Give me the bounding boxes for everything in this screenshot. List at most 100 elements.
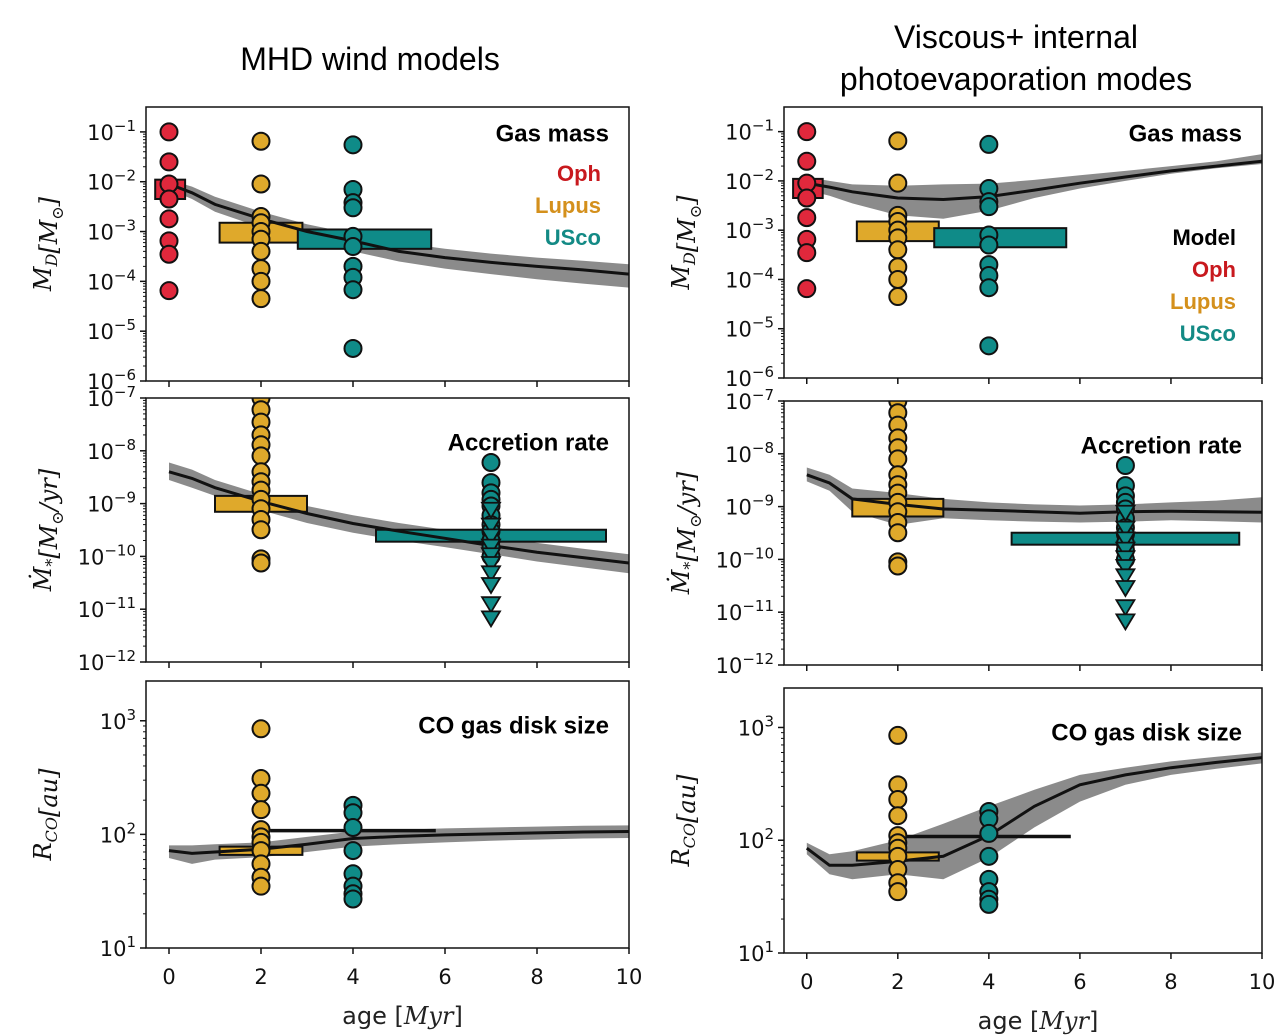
panel-title: Gas mass bbox=[1129, 120, 1242, 147]
x-axis-label: age [Myr] bbox=[342, 1002, 463, 1030]
legend-lupus: Lupus bbox=[1170, 289, 1236, 314]
y-tick-label: 10−7 bbox=[87, 383, 136, 411]
point-lupus bbox=[888, 556, 908, 576]
point-lupus bbox=[251, 271, 271, 291]
y-axis-label: MD[M⊙] bbox=[29, 196, 67, 292]
point-lupus bbox=[888, 131, 908, 151]
point-lupus bbox=[888, 789, 908, 809]
point-lupus bbox=[251, 876, 271, 896]
legend-usco: USco bbox=[1180, 321, 1236, 346]
panel-title: Accretion rate bbox=[1081, 432, 1242, 459]
point-usco bbox=[979, 278, 999, 298]
panel-left-co-size: 101 102 103 RCO[au] CO gas disk size 0 2 4 6 8 10 a… bbox=[29, 680, 642, 1030]
y-axis-label-text: RCO[au] bbox=[29, 768, 63, 862]
axes-frame bbox=[145, 397, 630, 663]
point-usco bbox=[979, 894, 999, 914]
point-oph bbox=[797, 243, 817, 263]
x-tick-label: 8 bbox=[530, 965, 543, 989]
point-lupus bbox=[251, 783, 271, 803]
point-lupus bbox=[251, 719, 271, 739]
model-band bbox=[169, 179, 629, 288]
point-usco bbox=[481, 453, 501, 473]
point-usco bbox=[1115, 456, 1135, 476]
x-tick-label: 6 bbox=[438, 965, 451, 989]
x-tick-label: 4 bbox=[982, 970, 995, 994]
y-tick-label: 101 bbox=[100, 933, 136, 961]
y-tick-label: 10−5 bbox=[87, 316, 136, 344]
point-lupus bbox=[888, 269, 908, 289]
point-usco bbox=[979, 823, 999, 843]
point-oph bbox=[797, 122, 817, 142]
y-tick-label: 10−11 bbox=[716, 597, 774, 625]
point-lupus bbox=[251, 520, 271, 540]
point-oph bbox=[797, 188, 817, 208]
panel-title: Gas mass bbox=[496, 120, 609, 147]
plot-area bbox=[792, 122, 1262, 356]
y-tick-label: 10−9 bbox=[725, 492, 774, 520]
x-tick-label: 8 bbox=[1164, 970, 1177, 994]
model-line bbox=[806, 473, 1262, 515]
y-tick-label: 10−6 bbox=[725, 363, 774, 391]
upper-limit-usco bbox=[480, 538, 502, 557]
upper-limit-usco bbox=[480, 556, 502, 574]
x-axis-label: age [Myr] bbox=[978, 1007, 1099, 1035]
y-tick-label: 10−2 bbox=[87, 167, 136, 195]
point-lupus bbox=[251, 289, 271, 309]
point-lupus bbox=[251, 800, 271, 820]
point-lupus bbox=[888, 287, 908, 307]
upper-limit-usco bbox=[480, 565, 502, 584]
panel-title: CO gas disk size bbox=[1051, 719, 1242, 746]
y-tick-label: 10−12 bbox=[716, 650, 774, 678]
panel-right-co-size: 101 102 103 RCO[au] CO gas disk size 0 2 4 6 8 10 a… bbox=[667, 687, 1276, 1035]
axes-frame bbox=[783, 687, 1263, 954]
y-tick-label: 10−3 bbox=[725, 215, 774, 243]
x-tick-label: 10 bbox=[1249, 970, 1276, 994]
y-axis-label-text: Ṁ*[M⊙/yr] bbox=[28, 468, 67, 592]
upper-limit-usco bbox=[1114, 599, 1137, 617]
point-usco bbox=[979, 846, 999, 866]
axes-frame bbox=[783, 106, 1263, 379]
y-tick-label: 10−6 bbox=[87, 366, 136, 394]
plot-area bbox=[168, 719, 629, 909]
y-tick-label: 10−1 bbox=[87, 117, 136, 145]
x-tick-label: 2 bbox=[254, 965, 267, 989]
upper-limit-usco bbox=[1114, 541, 1137, 560]
legend-lupus: Lupus bbox=[535, 193, 601, 218]
upper-limit-usco bbox=[1114, 550, 1137, 568]
y-axis-label-text: MD[M⊙] bbox=[667, 195, 705, 291]
point-usco bbox=[343, 237, 363, 257]
upper-limit-usco bbox=[1114, 580, 1137, 598]
right-column-title-line2: photoevaporation modes bbox=[839, 61, 1193, 97]
point-lupus bbox=[888, 725, 908, 745]
point-lupus bbox=[888, 882, 908, 902]
y-tick-label: 10−1 bbox=[725, 117, 774, 145]
y-tick-label: 10−4 bbox=[725, 264, 774, 292]
y-tick-label: 10−7 bbox=[725, 386, 774, 414]
y-axis-label: RCO[au] bbox=[667, 774, 701, 868]
y-tick-label: 102 bbox=[100, 819, 136, 847]
right-column-title-line1: Viscous+ internal bbox=[894, 19, 1138, 55]
point-lupus bbox=[251, 131, 271, 151]
box-usco bbox=[296, 228, 433, 250]
axes-frame bbox=[783, 400, 1263, 666]
upper-limit-usco bbox=[480, 547, 502, 565]
model-line bbox=[168, 830, 629, 855]
legend-usco: USco bbox=[545, 225, 601, 250]
model-line bbox=[168, 182, 629, 276]
model-band bbox=[806, 752, 1262, 880]
axes-frame bbox=[145, 106, 630, 382]
point-oph bbox=[159, 244, 179, 264]
y-tick-label: 10−10 bbox=[716, 544, 774, 572]
upper-limit-usco bbox=[480, 610, 502, 629]
panel-right-gas-mass: 10−6 10−5 10−4 10−3 10−2 10−1 MD[M⊙] Gas mass Mo… bbox=[667, 106, 1263, 391]
point-usco bbox=[979, 134, 999, 154]
model-band bbox=[806, 154, 1262, 219]
point-lupus bbox=[251, 553, 271, 573]
point-usco bbox=[343, 841, 363, 861]
point-oph bbox=[797, 208, 817, 228]
upper-limit-usco bbox=[480, 577, 502, 595]
upper-limit-usco bbox=[480, 517, 502, 536]
upper-limit-usco bbox=[480, 528, 502, 547]
point-lupus bbox=[251, 174, 271, 194]
